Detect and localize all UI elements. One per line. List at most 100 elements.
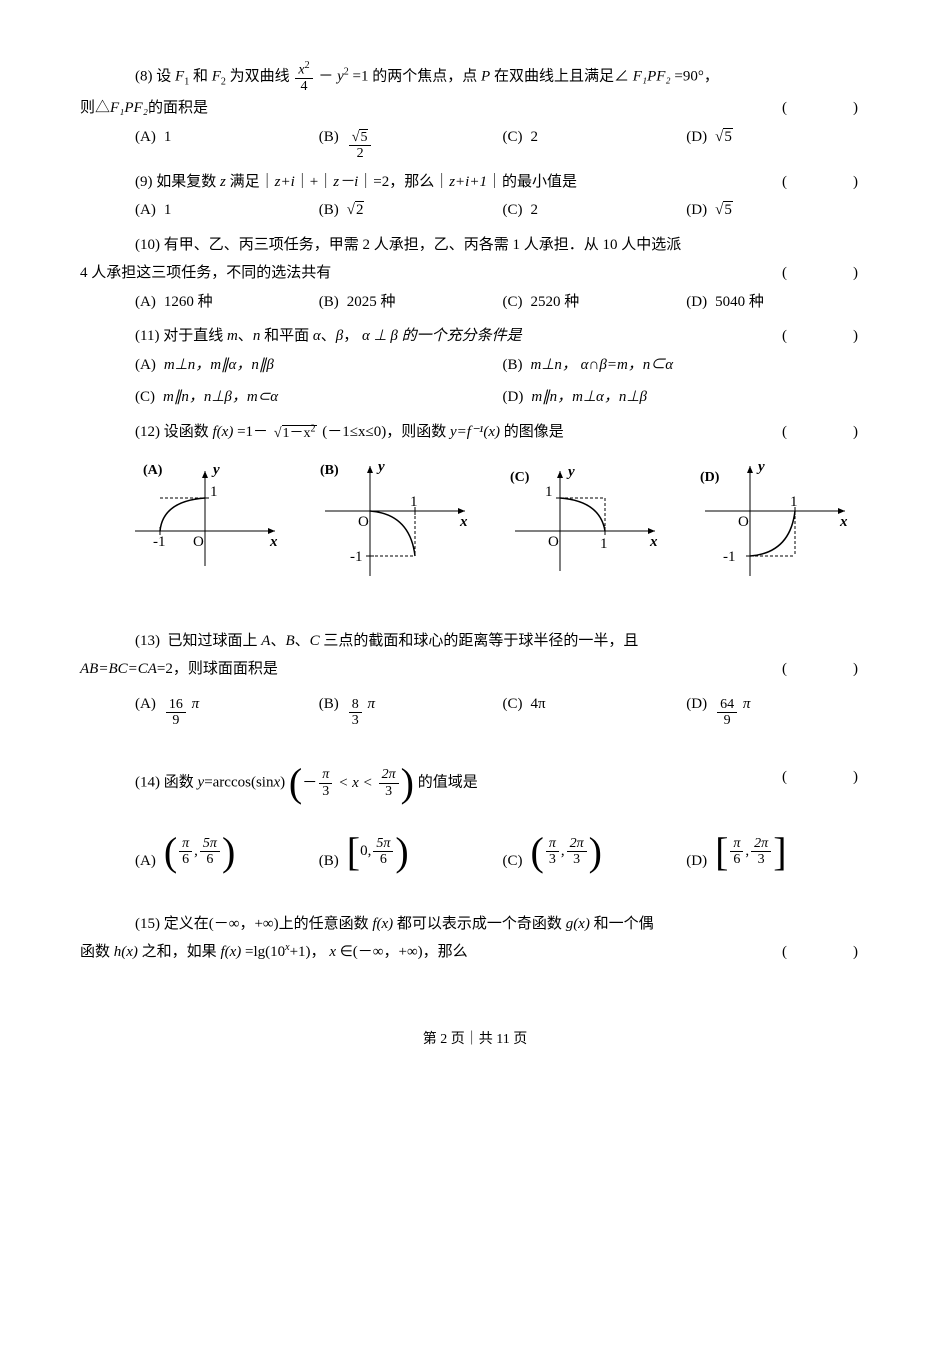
answer-blank: ( ) [782, 322, 870, 351]
q10-opt-a: (A)1260 种 [135, 288, 319, 317]
q9-opt-b: (B)2 [319, 196, 503, 225]
graph-a: (A) y x O -1 1 [125, 456, 285, 597]
q9-num: (9) [135, 174, 153, 190]
svg-text:1: 1 [210, 484, 218, 500]
svg-text:(A): (A) [143, 463, 163, 478]
answer-blank: ( ) [782, 938, 870, 967]
answer-blank: ( ) [782, 655, 870, 684]
q10-line1: (10) 有甲、乙、丙三项任务，甲需 2 人承担，乙、丙各需 1 人承担．从 1… [80, 231, 870, 260]
q8-opt-a: (A)1 [135, 123, 319, 162]
svg-text:y: y [376, 459, 385, 475]
q8-opt-d: (D)5 [686, 123, 870, 162]
svg-text:(B): (B) [320, 463, 339, 478]
q13-line2: AB=BC=CA=2，则球面面积是 ( ) [80, 655, 870, 684]
graph-d: (D) y x O 1 -1 [695, 456, 855, 597]
svg-text:-1: -1 [153, 534, 166, 550]
question-11: (11) 对于直线 m、n 和平面 α、β， α ⊥ β 的一个充分条件是 ( … [80, 322, 870, 412]
svg-text:1: 1 [410, 494, 418, 510]
question-15: (15) 定义在(－∞，+∞)上的任意函数 f(x) 都可以表示成一个奇函数 g… [80, 910, 870, 967]
q14-opt-d: (D) [ π6, 2π3 ] [686, 832, 870, 876]
q9-opt-d: (D)5 [686, 196, 870, 225]
svg-text:x: x [649, 534, 658, 550]
q11-options-1: (A)m⊥n，m∥α，n∥β (B)m⊥n， α∩β=m，n⊂α [80, 351, 870, 380]
q9-line1: (9) 如果复数 z 满足｜z+i｜+｜z－i｜=2，那么｜z+i+1｜的最小值… [80, 168, 870, 197]
q14-domain: ( －π3 < x < 2π3 ) [289, 763, 414, 803]
svg-text:1: 1 [545, 484, 553, 500]
q9-opt-a: (A)1 [135, 196, 319, 225]
svg-text:y: y [756, 459, 765, 475]
svg-text:y: y [211, 462, 220, 478]
graph-b: (B) y x O 1 -1 [315, 456, 475, 597]
q15-line2: 函数 h(x) 之和，如果 f(x) =lg(10x+1)， x ∈(－∞，+∞… [80, 938, 870, 967]
question-9: (9) 如果复数 z 满足｜z+i｜+｜z－i｜=2，那么｜z+i+1｜的最小值… [80, 168, 870, 225]
q14-options: (A) ( π6, 5π6 ) (B) [ 0, 5π6 ) (C) ( π3,… [80, 832, 870, 876]
q14-opt-a: (A) ( π6, 5π6 ) [135, 832, 319, 876]
q12-graphs: (A) y x O -1 1 (B) y x O 1 -1 [110, 456, 870, 597]
svg-text:1: 1 [600, 536, 608, 552]
answer-blank: ( ) [782, 763, 870, 792]
q9-options: (A)1 (B)2 (C)2 (D)5 [80, 196, 870, 225]
q10-opt-b: (B)2025 种 [319, 288, 503, 317]
q13-options: (A) 169 π (B) 83 π (C)4π (D) 649 π [80, 690, 870, 729]
q8-line2: 则△F₁PF₂的面积是 ( ) [80, 94, 870, 123]
q8-num: (8) [135, 69, 153, 85]
svg-text:O: O [358, 514, 369, 530]
q13-opt-d: (D) 649 π [686, 690, 870, 729]
question-8: (8) 设 F1 和 F2 为双曲线 x2 4 － y2 =1 的两个焦点，点 … [80, 60, 870, 162]
graph-b-svg: (B) y x O 1 -1 [315, 456, 475, 586]
q12-num: (12) [135, 424, 160, 440]
q11-opt-c: (C)m∥n，n⊥β，m⊂α [135, 383, 503, 412]
q11-opt-d: (D)m∥n，m⊥α，n⊥β [503, 383, 871, 412]
graph-c-svg: (C) y x O 1 1 [505, 456, 665, 586]
answer-blank: ( ) [782, 259, 870, 288]
q15-line1: (15) 定义在(－∞，+∞)上的任意函数 f(x) 都可以表示成一个奇函数 g… [80, 910, 870, 939]
q12-frac: 1－x2 [274, 423, 317, 441]
svg-text:O: O [193, 534, 204, 550]
svg-text:(C): (C) [510, 470, 530, 485]
q13-line1: (13) 已知过球面上 A、B、C 三点的截面和球心的距离等于球半径的一半，且 [80, 627, 870, 656]
q11-options-2: (C)m∥n，n⊥β，m⊂α (D)m∥n，m⊥α，n⊥β [80, 383, 870, 412]
svg-text:1: 1 [790, 494, 798, 510]
q8-opt-b: (B) 52 [319, 123, 503, 162]
svg-text:(D): (D) [700, 470, 720, 485]
graph-d-svg: (D) y x O 1 -1 [695, 456, 855, 586]
question-10: (10) 有甲、乙、丙三项任务，甲需 2 人承担，乙、丙各需 1 人承担．从 1… [80, 231, 870, 317]
q11-line1: (11) 对于直线 m、n 和平面 α、β， α ⊥ β 的一个充分条件是 ( … [80, 322, 870, 351]
q8-opt-c: (C)2 [503, 123, 687, 162]
q8-line1: (8) 设 F1 和 F2 为双曲线 x2 4 － y2 =1 的两个焦点，点 … [80, 60, 870, 94]
q11-opt-a: (A)m⊥n，m∥α，n∥β [135, 351, 503, 380]
q8-options: (A)1 (B) 52 (C)2 (D)5 [80, 123, 870, 162]
question-14: (14) 函数 y=arccos(sinx) ( －π3 < x < 2π3 )… [80, 763, 870, 875]
q10-opt-c: (C)2520 种 [503, 288, 687, 317]
q13-num: (13) [135, 633, 160, 649]
svg-text:y: y [566, 464, 575, 480]
svg-text:x: x [839, 514, 848, 530]
svg-text:-1: -1 [723, 549, 736, 565]
svg-text:x: x [269, 534, 278, 550]
q11-num: (11) [135, 328, 159, 344]
q13-opt-c: (C)4π [503, 690, 687, 729]
answer-blank: ( ) [782, 94, 870, 123]
answer-blank: ( ) [782, 418, 870, 447]
q10-options: (A)1260 种 (B)2025 种 (C)2520 种 (D)5040 种 [80, 288, 870, 317]
q9-opt-c: (C)2 [503, 196, 687, 225]
q15-num: (15) [135, 916, 160, 932]
answer-blank: ( ) [782, 168, 870, 197]
svg-text:-1: -1 [350, 549, 363, 565]
svg-text:O: O [738, 514, 749, 530]
graph-c: (C) y x O 1 1 [505, 456, 665, 597]
svg-text:x: x [459, 514, 468, 530]
svg-text:O: O [548, 534, 559, 550]
q8-frac: x2 4 [295, 60, 312, 94]
q10-num: (10) [135, 237, 160, 253]
q13-opt-a: (A) 169 π [135, 690, 319, 729]
q14-opt-b: (B) [ 0, 5π6 ) [319, 832, 503, 876]
page-footer: 第 2 页｜共 11 页 [80, 1027, 870, 1054]
q14-line1: (14) 函数 y=arccos(sinx) ( －π3 < x < 2π3 )… [80, 763, 870, 803]
q11-opt-b: (B)m⊥n， α∩β=m，n⊂α [503, 351, 871, 380]
q14-opt-c: (C) ( π3, 2π3 ) [503, 832, 687, 876]
q12-line1: (12) 设函数 f(x) =1－ 1－x2 (－1≤x≤0)，则函数 y=f⁻… [80, 418, 870, 447]
q10-opt-d: (D)5040 种 [686, 288, 870, 317]
q13-opt-b: (B) 83 π [319, 690, 503, 729]
graph-a-svg: (A) y x O -1 1 [125, 456, 285, 586]
